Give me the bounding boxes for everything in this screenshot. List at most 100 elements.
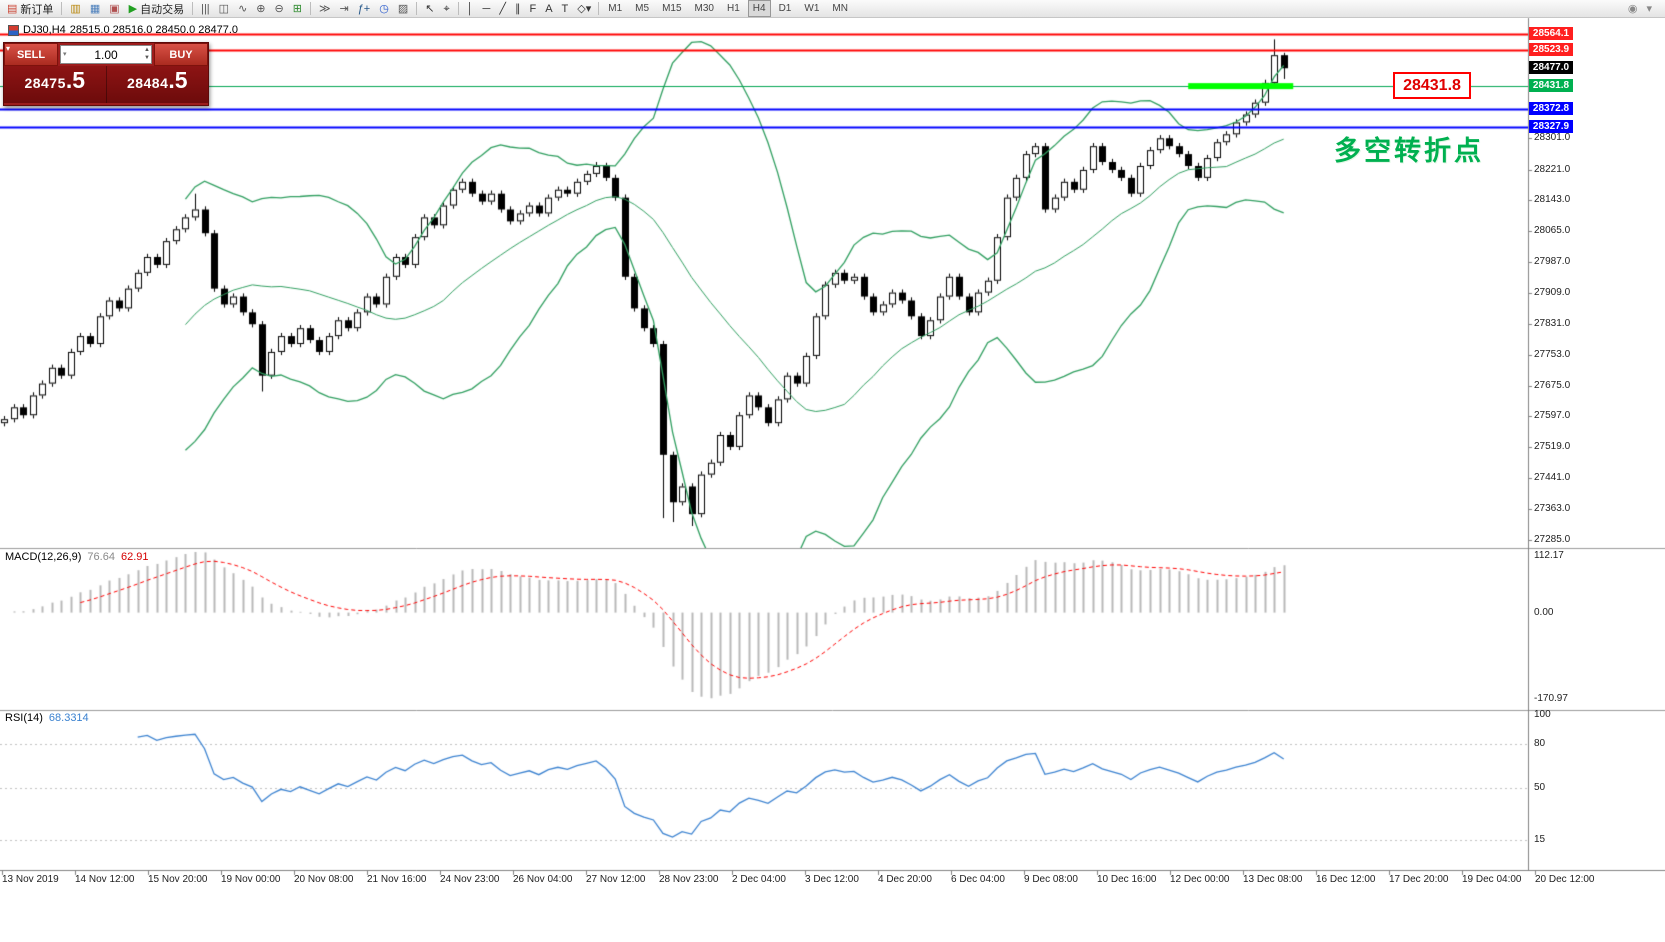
zoom-out-icon[interactable]: ⊖ xyxy=(271,0,288,18)
volume-value: 1.00 xyxy=(94,47,118,62)
label-icon[interactable]: T xyxy=(558,0,573,18)
menu-arrow-icon[interactable]: ▾ xyxy=(1642,0,1656,18)
toolbar-divider xyxy=(598,2,600,15)
volume-up-icon[interactable]: ▲ xyxy=(144,47,150,53)
sell-price[interactable]: 28475 .5 xyxy=(4,66,106,103)
volume-input[interactable]: ▾ 1.00 ▲ ▼ xyxy=(60,45,152,64)
chart-shift-icon: ⇥ xyxy=(339,2,349,15)
timeframe-m5[interactable]: M5 xyxy=(635,3,650,14)
price-callout-label[interactable]: 28431.8 xyxy=(1393,72,1471,99)
community-icon: ◉ xyxy=(1627,2,1638,15)
time-label: 17 Dec 20:00 xyxy=(1389,874,1449,885)
market-watch-icon: ▦ xyxy=(89,2,101,15)
zoom-in-icon[interactable]: ⊕ xyxy=(252,0,269,18)
price-marker: 28477.0 xyxy=(1529,61,1573,75)
price-tick: 28065.0 xyxy=(1534,225,1571,237)
price-marker: 28372.8 xyxy=(1529,102,1573,116)
price-tick: 27519.0 xyxy=(1534,441,1571,453)
buy-price[interactable]: 28484 .5 xyxy=(105,66,209,103)
horizontal-line-icon[interactable]: ─ xyxy=(479,0,495,18)
volume-dropdown-icon[interactable]: ▾ xyxy=(63,51,67,58)
time-label: 24 Nov 23:00 xyxy=(440,874,500,885)
autotrading-button[interactable]: ▶ 自动交易 xyxy=(125,0,188,18)
price-marker: 28431.8 xyxy=(1529,79,1573,93)
period-dropdown-icon[interactable]: ◷ xyxy=(375,0,393,18)
volume-down-icon[interactable]: ▼ xyxy=(144,55,150,61)
toolbar-divider xyxy=(61,2,63,15)
time-label: 20 Dec 12:00 xyxy=(1535,874,1595,885)
templates-icon: ▨ xyxy=(397,2,409,15)
one-click-trade-panel: ▾ SELL ▾ 1.00 ▲ ▼ BUY 28475 .5 28484 .5 xyxy=(3,42,209,106)
timeframe-mn[interactable]: MN xyxy=(832,3,848,14)
community-icon[interactable]: ◉ xyxy=(1624,0,1642,18)
chart-shift-icon[interactable]: ⇥ xyxy=(335,0,352,18)
price-tick: 28143.0 xyxy=(1534,194,1571,206)
time-label: 21 Nov 16:00 xyxy=(367,874,427,885)
shapes-icon[interactable]: ◇▾ xyxy=(573,0,595,18)
new-order-button[interactable]: ▤ 新订单 xyxy=(3,0,57,18)
candlestick-chart-icon[interactable]: ◫ xyxy=(215,0,233,18)
shapes-icon: ◇▾ xyxy=(577,2,592,15)
time-label: 2 Dec 04:00 xyxy=(732,874,786,885)
timeframe-d1[interactable]: D1 xyxy=(778,3,792,14)
templates-icon[interactable]: ▨ xyxy=(394,0,412,18)
text-icon[interactable]: A xyxy=(541,0,556,18)
time-label: 26 Nov 04:00 xyxy=(513,874,573,885)
charts-grid-icon[interactable]: ▥ xyxy=(66,0,84,18)
autotrading-button-label: 自动交易 xyxy=(140,3,185,16)
timeframe-m30[interactable]: M30 xyxy=(694,3,714,14)
time-label: 15 Nov 20:00 xyxy=(148,874,208,885)
timeframe-w1[interactable]: W1 xyxy=(804,3,820,14)
toolbar-right-group: ◉ ▾ xyxy=(1624,0,1656,18)
toolbar-divider xyxy=(309,2,311,15)
tile-windows-icon[interactable]: ⊞ xyxy=(289,0,306,18)
bar-chart-icon[interactable]: ||| xyxy=(197,0,214,18)
zoom-out-icon: ⊖ xyxy=(274,2,284,15)
horizontal-line-icon: ─ xyxy=(482,2,491,15)
macd-tick: 112.17 xyxy=(1534,549,1564,561)
chart-title: DJ30,H4 28515.0 28516.0 28450.0 28477.0 xyxy=(8,24,238,36)
timeframe-m15[interactable]: M15 xyxy=(662,3,682,14)
market-watch-icon[interactable]: ▦ xyxy=(86,0,104,18)
sell-price-frac: .5 xyxy=(65,67,86,93)
price-tick: 27753.0 xyxy=(1534,348,1571,360)
line-chart-icon[interactable]: ∿ xyxy=(234,0,251,18)
time-label: 20 Nov 08:00 xyxy=(294,874,354,885)
fibonacci-icon[interactable]: F xyxy=(525,0,540,18)
buy-price-frac: .5 xyxy=(168,67,188,93)
sell-button[interactable]: SELL xyxy=(4,43,58,66)
price-tick: 27363.0 xyxy=(1534,503,1571,515)
rsi-label: RSI(14) 68.3314 xyxy=(5,712,89,724)
line-chart-icon: ∿ xyxy=(238,2,248,15)
sell-price-main: 28475 xyxy=(24,75,66,91)
vertical-line-icon[interactable]: │ xyxy=(463,0,478,18)
auto-scroll-icon[interactable]: ≫ xyxy=(315,0,335,18)
toolbar-divider xyxy=(457,2,459,15)
text-icon: A xyxy=(545,2,553,15)
collapse-panel-icon[interactable]: ▾ xyxy=(6,44,11,53)
time-axis[interactable]: 13 Nov 2019 14 Nov 12:00 15 Nov 20:00 19 No… xyxy=(0,872,1665,890)
price-tick: 27987.0 xyxy=(1534,256,1571,268)
turning-point-note[interactable]: 多空转折点 xyxy=(1334,136,1484,166)
time-label: 28 Nov 23:00 xyxy=(659,874,719,885)
channel-icon[interactable]: ∥ xyxy=(511,0,525,18)
price-axis[interactable]: 28301.0 28221.0 28143.0 28065.0 27987.0 27909… xyxy=(1528,0,1665,890)
navigator-icon[interactable]: ▣ xyxy=(105,0,123,18)
zoom-in-icon: ⊕ xyxy=(256,2,266,15)
cursor-icon[interactable]: ↖ xyxy=(421,0,438,18)
timeframe-h1[interactable]: H1 xyxy=(726,3,740,14)
trendline-icon[interactable]: ╱ xyxy=(495,0,510,18)
label-icon: T xyxy=(561,2,569,15)
crosshair-icon[interactable]: ⌖ xyxy=(439,0,453,18)
indicators-icon[interactable]: ƒ+ xyxy=(354,0,375,18)
buy-button[interactable]: BUY xyxy=(154,43,208,66)
timeframe-m1[interactable]: M1 xyxy=(608,3,623,14)
price-tick: 27597.0 xyxy=(1534,410,1571,422)
tile-windows-icon: ⊞ xyxy=(292,2,302,15)
bar-chart-icon: ||| xyxy=(201,2,210,15)
time-label: 19 Dec 04:00 xyxy=(1462,874,1522,885)
timeframe-h4[interactable]: H4 xyxy=(747,0,771,17)
price-tick: 28221.0 xyxy=(1534,163,1571,175)
